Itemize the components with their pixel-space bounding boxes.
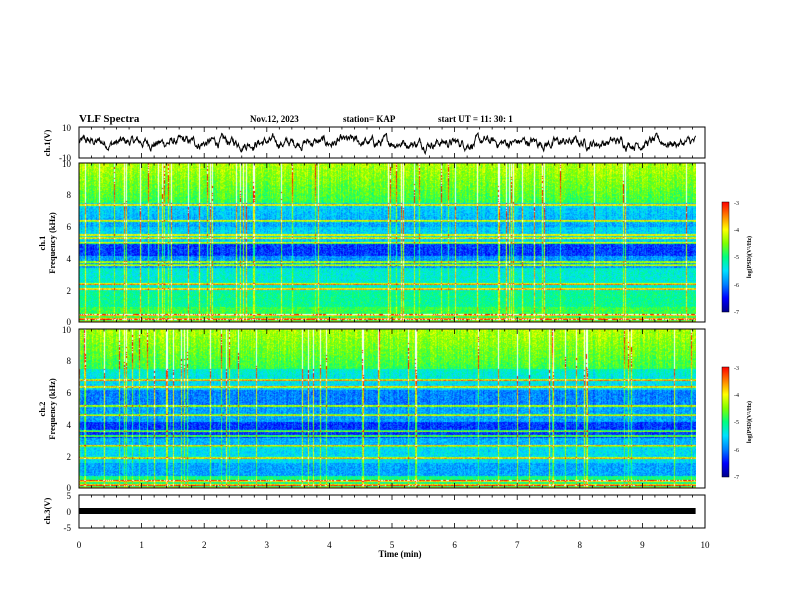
ch1-spectrogram-ticks xyxy=(78,163,706,322)
ch2-colorbar: -3 -4 -5 -6 -7 log(PSD)(V²/Hz) xyxy=(721,366,753,481)
ch1-cb-tick-m3: -3 xyxy=(734,201,739,207)
ch2-frequency-ticklabels: 0 2 4 6 8 10 xyxy=(62,325,72,493)
ch1-ytick-6: 6 xyxy=(67,222,72,232)
x-tick-5: 5 xyxy=(390,540,395,550)
x-tick-10: 10 xyxy=(701,540,711,550)
ch3-waveform-panel: 5 0 -5 ch.3(V) xyxy=(42,491,706,533)
ch2-spectrogram-image xyxy=(79,329,696,488)
ch1-ytick-0: 0 xyxy=(67,317,72,327)
ch3-waveform-trace xyxy=(79,508,696,514)
figure-title: VLF Spectra xyxy=(79,113,140,125)
ch2-ytick-2: 2 xyxy=(67,452,72,462)
x-axis-ticklabels: 0 1 2 3 4 5 6 7 8 9 10 xyxy=(77,540,710,550)
ch1-ytick-top: 10 xyxy=(62,123,72,133)
ch1-frequency-ylabel: ch.1Frequency (kHz) xyxy=(37,212,57,274)
ch1-colorbar: -3 -4 -5 -6 -7 log(PSD)(V²/Hz) xyxy=(721,201,753,316)
ch2-cb-tick-m4: -4 xyxy=(734,393,739,399)
ch3-ytick-top: 5 xyxy=(67,491,72,501)
ch1-cb-tick-m4: -4 xyxy=(734,228,739,234)
ch1-cb-tick-m5: -5 xyxy=(734,255,739,261)
ch2-colorbar-ticklabels: -3 -4 -5 -6 -7 xyxy=(734,366,739,481)
x-tick-0: 0 xyxy=(77,540,82,550)
ch3-waveform-ylabel: ch.3(V) xyxy=(42,497,52,524)
ch1-waveform-ticks xyxy=(78,127,706,158)
ch2-ytick-0: 0 xyxy=(67,483,72,493)
station-label: station= KAP xyxy=(343,114,396,124)
ch1-ytick-2: 2 xyxy=(67,286,72,296)
x-tick-8: 8 xyxy=(578,540,583,550)
ch2-ytick-6: 6 xyxy=(67,388,72,398)
ch1-spectrogram-panel: 0 2 4 6 8 10 ch.1Frequency (kHz) xyxy=(37,159,706,327)
ch2-colorbar-label: log(PSD)(V²/Hz) xyxy=(746,401,753,443)
date-label: Nov.12, 2023 xyxy=(250,114,299,124)
x-axis-label: Time (min) xyxy=(378,549,421,559)
ch1-waveform-line xyxy=(78,131,697,156)
ch2-spectrogram-ticks xyxy=(78,329,706,488)
ch3-ytick-bottom: -5 xyxy=(64,523,72,533)
x-tick-2: 2 xyxy=(202,540,207,550)
ch1-ytick-bottom: -10 xyxy=(59,153,71,163)
ch2-cb-tick-m5: -5 xyxy=(734,420,739,426)
ch1-frequency-ticklabels: 0 2 4 6 8 10 xyxy=(62,159,72,327)
ch1-waveform-panel: 10 -10 ch.1(V) xyxy=(42,123,706,163)
ch1-ytick-8: 8 xyxy=(67,190,72,200)
ch1-colorbar-label: log(PSD)(V²/Hz) xyxy=(746,236,753,278)
x-tick-1: 1 xyxy=(139,540,144,550)
ch2-colorbar-gradient xyxy=(721,366,730,478)
x-tick-4: 4 xyxy=(327,540,332,550)
x-tick-7: 7 xyxy=(515,540,520,550)
ch2-cb-tick-m3: -3 xyxy=(734,366,739,372)
ch1-spectrogram-image xyxy=(79,163,696,322)
ch1-cb-tick-m7: -7 xyxy=(734,310,739,316)
ch2-ytick-8: 8 xyxy=(67,356,72,366)
ch1-cb-tick-m6: -6 xyxy=(734,283,739,289)
ch2-ytick-4: 4 xyxy=(67,420,72,430)
ch1-ytick-10: 10 xyxy=(62,159,72,169)
x-tick-6: 6 xyxy=(452,540,457,550)
ch1-colorbar-gradient xyxy=(721,201,730,313)
ch1-colorbar-ticklabels: -3 -4 -5 -6 -7 xyxy=(734,201,739,316)
ch3-waveform-ticks xyxy=(78,495,706,528)
ch2-cb-tick-m6: -6 xyxy=(734,448,739,454)
start-time-label: start UT = 11: 30: 1 xyxy=(438,114,513,124)
x-tick-9: 9 xyxy=(640,540,645,550)
ch3-ytick-mid: 0 xyxy=(67,507,72,517)
ch2-frequency-ylabel: ch.2Frequency (kHz) xyxy=(37,378,57,440)
ch2-cb-tick-m7: -7 xyxy=(734,475,739,481)
ch2-ytick-10: 10 xyxy=(62,325,72,335)
ch1-ytick-4: 4 xyxy=(67,254,72,264)
x-tick-3: 3 xyxy=(265,540,270,550)
ch1-waveform-ylabel: ch.1(V) xyxy=(42,129,52,156)
ch2-spectrogram-panel: 0 2 4 6 8 10 ch.2Frequency (kHz) xyxy=(37,325,706,493)
